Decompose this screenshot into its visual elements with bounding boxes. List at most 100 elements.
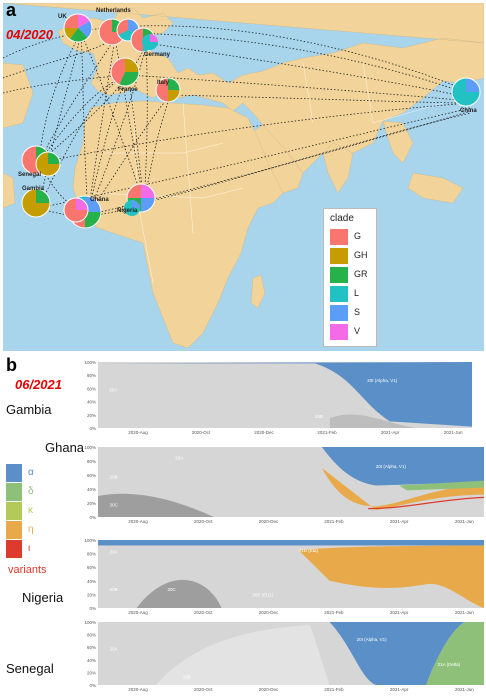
variant-label: 21A (Delta) [438,662,461,667]
map-canvas [3,3,484,349]
pie-senegal-2 [35,151,61,177]
variant-label: 20A [110,550,118,555]
variant-label: 21D (Eta) [299,548,319,553]
clade-label-s: S [354,307,361,317]
x-tick-label: 2020-Aug [128,610,148,615]
variant-label: 20B [110,475,118,480]
x-tick-label: 2020-Dec [259,610,279,615]
panel-a-date: 04/2020 [6,27,53,42]
variant-symbol-3: η [28,524,34,535]
clade-label-l: L [354,288,360,298]
clade-swatch-s [330,305,348,321]
pie-france [110,57,140,87]
y-tick-label: 0% [89,606,96,611]
area-alpha [321,447,484,486]
variant-swatch-4 [6,540,22,558]
variant-strip-charts: 100% 80% 60% 40% 20% 0% 2020-Aug 2020-Oct 2020-D… [84,360,485,692]
variant-swatch-1 [6,483,22,501]
area-20c [98,493,214,517]
label-uk: UK [58,14,67,20]
clade-swatch-gh [330,248,348,264]
clade-label-gh: GH [354,250,368,260]
clade-swatch-g [330,229,348,245]
y-tick-label: 60% [87,565,96,570]
variants-legend-swatches [6,464,22,560]
y-tick-label: 80% [87,552,96,557]
variant-symbol-1: δ [28,486,34,497]
x-tick-label: 2021-Jun [455,687,474,692]
variant-label: 20A [110,646,118,651]
y-tick-label: 100% [84,620,96,625]
y-tick-label: 80% [87,373,96,378]
variant-label: 20A [109,388,117,393]
y-tick-label: 20% [87,592,96,597]
label-netherlands: Netherlands [96,8,131,14]
strip-title-senegal: Senegal [6,661,54,676]
y-tick-label: 40% [87,400,96,405]
y-tick-label: 80% [87,459,96,464]
clade-swatch-l [330,286,348,302]
label-germany: Germany [144,52,171,58]
area-alpha [329,622,465,685]
x-tick-label: 2020-Oct [194,687,213,692]
x-tick-label: 2020-Dec [259,519,279,524]
y-tick-label: 20% [87,501,96,506]
variant-label: 20I (Alpha, V1) [367,378,398,383]
x-tick-label: 2021-Apr [390,610,409,615]
clade-swatch-gr [330,267,348,283]
variant-label: 20E (EU1) [252,592,274,597]
strip-title-nigeria: Nigeria [22,590,64,605]
pie-germany-2 [142,34,158,50]
label-gambia: Gambia [22,186,45,192]
x-tick-label: 2021-Apr [390,519,409,524]
x-tick-label: 2021-Feb [317,430,337,435]
variant-symbol-2: κ [28,505,33,516]
variant-symbol-0: α [28,467,34,478]
y-tick-label: 20% [87,670,96,675]
label-china: China [460,108,477,114]
label-italy: Italy [157,80,170,86]
area-20b [329,414,416,428]
panel-b-letter: b [6,355,17,375]
variant-label: 20C [110,503,119,508]
y-tick-label: 100% [84,445,96,450]
strip-0: 100% 80% 60% 40% 20% 0% 2020-Aug 2020-Oct 2020-D… [84,360,472,435]
clade-swatch-v [330,324,348,340]
y-tick-label: 100% [84,538,96,543]
x-tick-label: 2020-Dec [254,430,274,435]
variant-label: 20B [315,414,323,419]
y-tick-label: 40% [87,658,96,663]
area-alpha [98,362,472,427]
y-tick-label: 60% [87,645,96,650]
pie-uk [63,13,93,43]
x-tick-label: 2021-Apr [390,687,409,692]
strip-1: 100% 80% 60% 40% 20% 0% 2020-Aug 2020-Oct 2020-D… [84,445,485,524]
x-tick-label: 2021-Jun [455,519,474,524]
x-tick-label: 2020-Aug [128,430,148,435]
y-tick-label: 20% [87,413,96,418]
y-tick-label: 100% [84,360,96,365]
x-tick-label: 2021-Apr [381,430,400,435]
y-tick-label: 0% [89,426,96,431]
variant-swatch-3 [6,521,22,539]
x-tick-label: 2020-Dec [259,687,279,692]
clade-label-v: V [354,326,361,336]
variant-symbol-4: ι [28,543,31,554]
panel-b-date: 06/2021 [15,377,62,392]
pie-ghana-2 [63,197,89,223]
y-tick-label: 40% [87,487,96,492]
strip-2: 100% 80% 60% 40% 20% 0% 2020-Aug 2020-Oct 2020-D… [84,538,484,615]
x-tick-label: 2021-Feb [324,519,344,524]
area-alpha [98,540,484,546]
y-tick-label: 40% [87,579,96,584]
y-tick-label: 0% [89,515,96,520]
x-tick-label: 2021-Jun [444,430,463,435]
world-map [3,3,484,351]
area-delta [426,622,484,685]
label-france: France [118,87,138,93]
y-tick-label: 80% [87,633,96,638]
x-tick-label: 2020-Oct [194,610,213,615]
x-tick-label: 2020-Oct [194,519,213,524]
strip-3: 100% 80% 60% 40% 20% 0% 2020-Aug 2020-Oct 2020-D… [84,620,484,692]
